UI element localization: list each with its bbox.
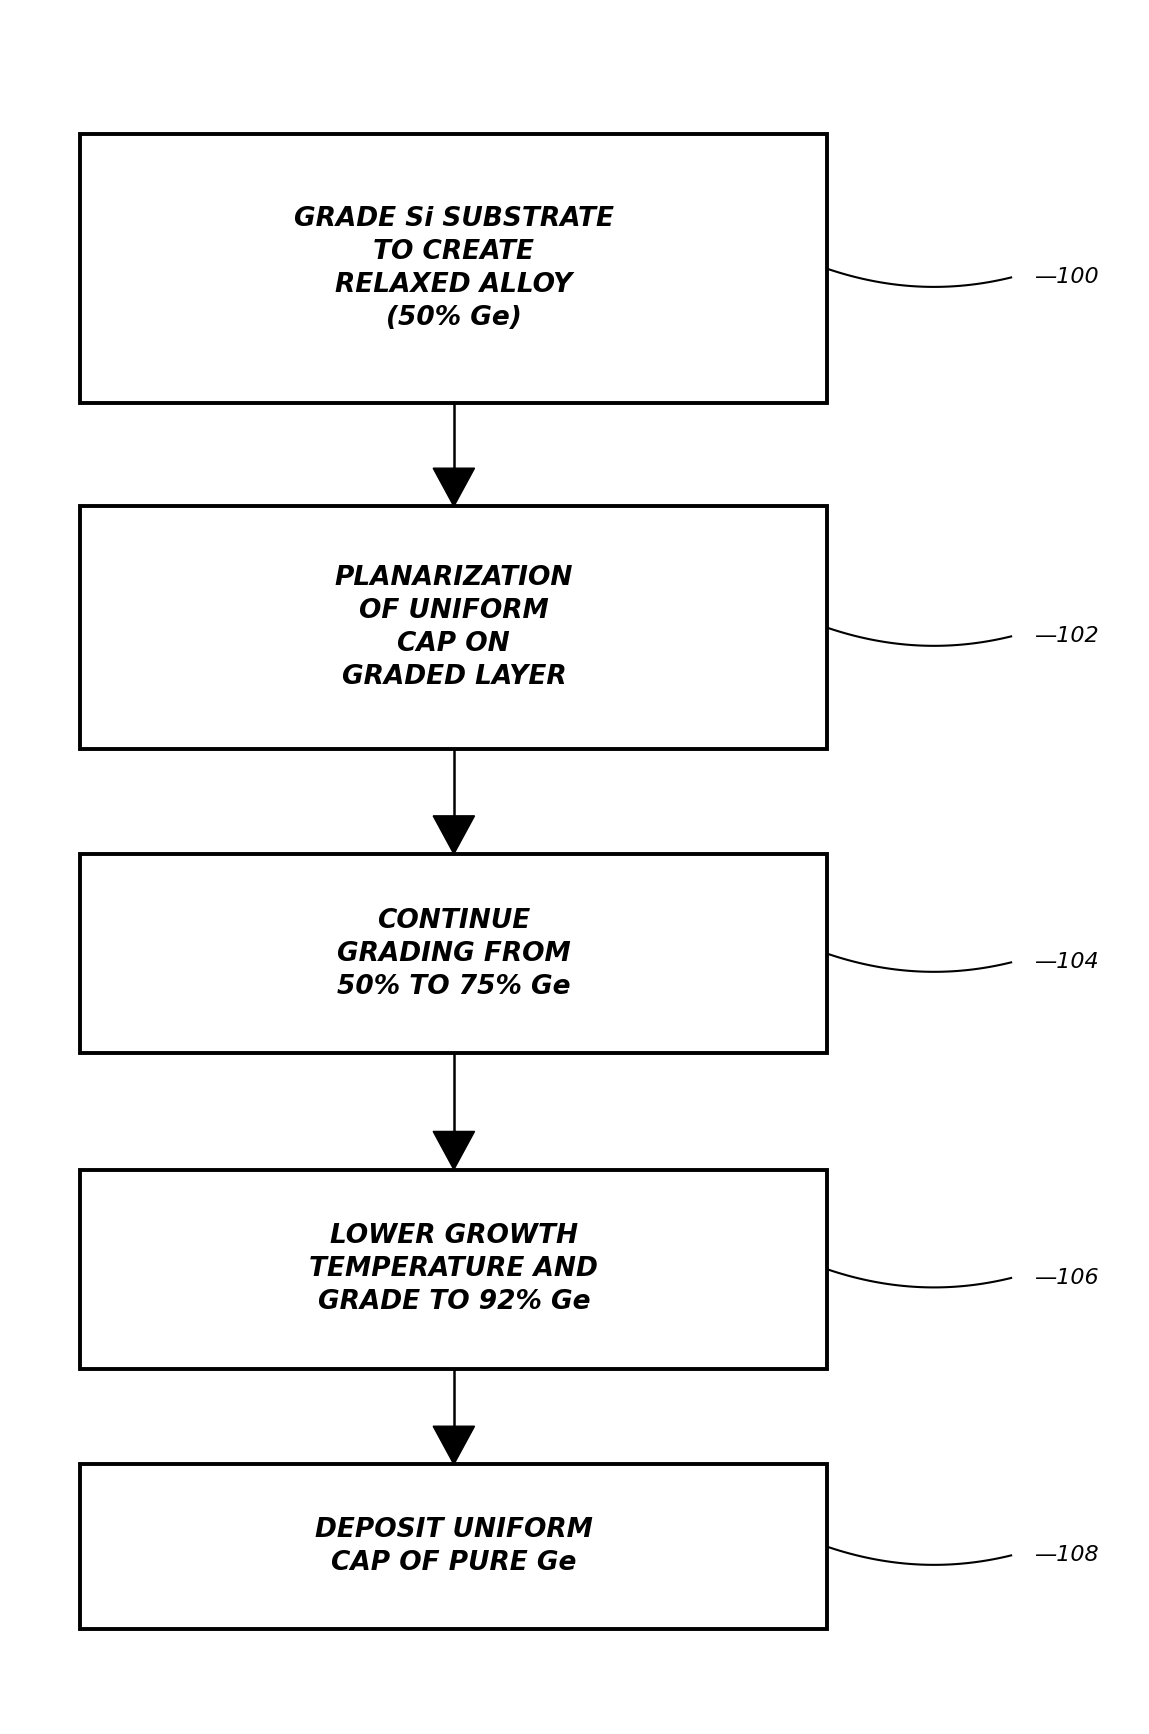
Text: —100: —100: [1034, 267, 1098, 288]
Bar: [80, 853, 827, 1053]
Bar: [80, 506, 827, 749]
Polygon shape: [433, 468, 475, 506]
Text: LOWER GROWTH
TEMPERATURE AND
GRADE TO 92% Ge: LOWER GROWTH TEMPERATURE AND GRADE TO 92…: [309, 1222, 599, 1316]
Polygon shape: [433, 815, 475, 853]
Text: —108: —108: [1034, 1545, 1098, 1566]
Bar: [80, 135, 827, 402]
Bar: [80, 1463, 827, 1630]
Text: GRADE Si SUBSTRATE
TO CREATE
RELAXED ALLOY
(50% Ge): GRADE Si SUBSTRATE TO CREATE RELAXED ALL…: [294, 206, 614, 331]
Text: DEPOSIT UNIFORM
CAP OF PURE Ge: DEPOSIT UNIFORM CAP OF PURE Ge: [315, 1517, 593, 1576]
Polygon shape: [433, 1425, 475, 1463]
Text: PLANARIZATION
OF UNIFORM
CAP ON
GRADED LAYER: PLANARIZATION OF UNIFORM CAP ON GRADED L…: [334, 565, 573, 690]
Polygon shape: [433, 1131, 475, 1169]
Text: CONTINUE
GRADING FROM
50% TO 75% Ge: CONTINUE GRADING FROM 50% TO 75% Ge: [337, 907, 571, 1001]
Text: —104: —104: [1034, 952, 1098, 973]
Bar: [80, 1169, 827, 1370]
Text: —106: —106: [1034, 1268, 1098, 1288]
Text: —102: —102: [1034, 626, 1098, 647]
